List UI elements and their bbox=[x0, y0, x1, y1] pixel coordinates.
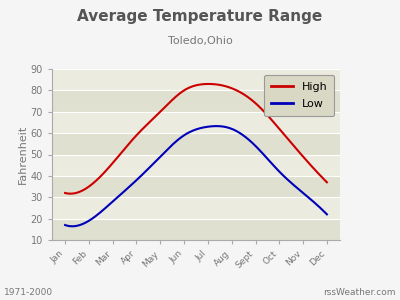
Bar bbox=[52, 69, 340, 90]
Bar bbox=[52, 154, 340, 176]
Y-axis label: Fahrenheit: Fahrenheit bbox=[18, 125, 28, 184]
Text: Toledo,Ohio: Toledo,Ohio bbox=[168, 36, 232, 46]
Text: 1971-2000: 1971-2000 bbox=[4, 288, 53, 297]
Bar bbox=[52, 197, 340, 219]
Text: Average Temperature Range: Average Temperature Range bbox=[77, 9, 323, 24]
Bar bbox=[52, 133, 340, 154]
Bar bbox=[52, 176, 340, 197]
Bar bbox=[52, 112, 340, 133]
Text: rssWeather.com: rssWeather.com bbox=[324, 288, 396, 297]
Bar bbox=[52, 90, 340, 112]
Legend: High, Low: High, Low bbox=[264, 75, 334, 116]
Bar bbox=[52, 219, 340, 240]
